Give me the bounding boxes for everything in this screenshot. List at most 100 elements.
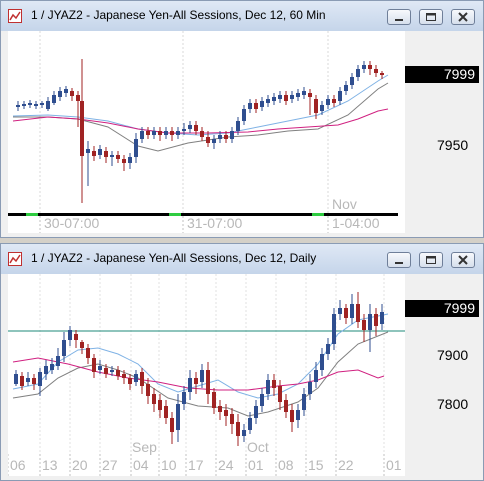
candle-body xyxy=(128,378,132,384)
candle-body xyxy=(14,374,18,384)
close-button[interactable] xyxy=(451,9,475,25)
candle-body xyxy=(266,99,270,103)
candle-body xyxy=(326,99,330,105)
ma-slow-line xyxy=(12,357,385,391)
candle-body xyxy=(272,97,276,101)
candle-body xyxy=(152,394,156,404)
month-label: Nov xyxy=(332,196,357,212)
candle-body xyxy=(152,131,156,135)
candle-body xyxy=(44,366,48,374)
candle-body xyxy=(254,103,258,109)
maximize-icon xyxy=(426,256,436,264)
candle-body xyxy=(278,386,282,402)
candle-body xyxy=(218,135,222,139)
candle-body xyxy=(266,380,270,394)
candle-body xyxy=(254,406,258,418)
candle-body xyxy=(338,91,342,101)
candle-body xyxy=(104,368,108,374)
session-marker xyxy=(26,213,38,216)
candle-body xyxy=(212,139,216,143)
candle-body xyxy=(200,370,204,382)
candle-body xyxy=(70,91,74,96)
minimize-icon xyxy=(395,262,403,264)
session-marker xyxy=(312,213,324,216)
candle-body xyxy=(188,125,192,129)
candle-body xyxy=(146,384,150,396)
candle-body xyxy=(40,103,44,105)
candle-body xyxy=(368,314,372,330)
candle-body xyxy=(140,131,144,139)
maximize-icon xyxy=(426,13,436,21)
candle-body xyxy=(56,356,60,366)
candle-body xyxy=(170,418,174,432)
candle-body xyxy=(158,131,162,135)
candle-body xyxy=(188,378,192,392)
price-scale[interactable]: 7999 7950 xyxy=(405,31,483,213)
date-label: 22 xyxy=(338,457,354,473)
candle-body xyxy=(368,65,372,69)
minimize-button[interactable] xyxy=(387,252,411,268)
candle-body xyxy=(284,95,288,101)
candle-body xyxy=(236,422,240,436)
candle-body xyxy=(58,91,62,97)
candle-body xyxy=(272,380,276,388)
candle-body xyxy=(248,418,252,430)
candle-body xyxy=(320,354,324,370)
price-scale[interactable]: 7999 7900 7800 xyxy=(405,274,483,454)
candle-body xyxy=(260,101,264,107)
candle-body xyxy=(230,131,234,139)
candle-body xyxy=(212,392,216,408)
candle-body xyxy=(224,135,228,139)
candle-body xyxy=(302,394,306,410)
price-tick-label: 7800 xyxy=(437,396,469,412)
price-tick-label: 7900 xyxy=(437,347,469,363)
candle-body xyxy=(182,129,186,131)
candle-body xyxy=(326,344,330,354)
time-axis[interactable]: 30-07:00 31-07:00 1-04:00 xyxy=(8,213,405,233)
candle-body xyxy=(28,103,32,105)
candle-body xyxy=(34,104,38,106)
candle-body xyxy=(86,348,90,358)
candle-body xyxy=(22,104,26,106)
date-label: 01 xyxy=(248,457,264,473)
title-bar[interactable]: 1 / JYAZ2 - Japanese Yen-All Sessions, D… xyxy=(1,1,483,31)
candle-body xyxy=(64,89,68,93)
candle-body xyxy=(86,149,90,153)
chart-window-60min: 1 / JYAZ2 - Japanese Yen-All Sessions, D… xyxy=(0,0,484,238)
candle-body xyxy=(218,406,222,412)
date-axis[interactable]: 06 13 20 27 04 10 17 24 01 08 15 22 01 xyxy=(7,454,405,476)
date-label: 04 xyxy=(133,457,149,473)
date-label: 13 xyxy=(42,457,58,473)
candle-body xyxy=(224,410,228,416)
candle-body xyxy=(314,99,318,113)
candle-body xyxy=(62,340,66,356)
price-plot-area[interactable] xyxy=(8,31,405,213)
candle-body xyxy=(50,364,54,370)
candle-body xyxy=(380,312,384,324)
date-label: 01 xyxy=(386,457,402,473)
candle-body xyxy=(350,304,354,318)
title-bar[interactable]: 1 / JYAZ2 - Japanese Yen-All Sessions, D… xyxy=(1,244,483,274)
close-icon xyxy=(458,255,468,265)
ma-fast-line xyxy=(12,74,389,136)
minimize-button[interactable] xyxy=(387,9,411,25)
candle-body xyxy=(284,400,288,412)
candle-body xyxy=(344,308,348,318)
candle-body xyxy=(374,69,378,73)
candle-body xyxy=(32,378,36,384)
session-marker xyxy=(169,213,181,216)
candle-body xyxy=(362,320,366,330)
candle-body xyxy=(146,131,150,135)
candle-body xyxy=(128,157,132,163)
candle-body xyxy=(38,372,42,386)
price-plot-area[interactable] xyxy=(8,274,405,454)
candle-body xyxy=(92,151,96,156)
maximize-button[interactable] xyxy=(419,9,443,25)
close-button[interactable] xyxy=(451,252,475,268)
candle-body xyxy=(98,366,102,370)
candle-body xyxy=(170,131,174,135)
candle-body xyxy=(122,374,126,378)
maximize-button[interactable] xyxy=(419,252,443,268)
candle-body xyxy=(52,95,56,103)
candle-body xyxy=(46,101,50,109)
